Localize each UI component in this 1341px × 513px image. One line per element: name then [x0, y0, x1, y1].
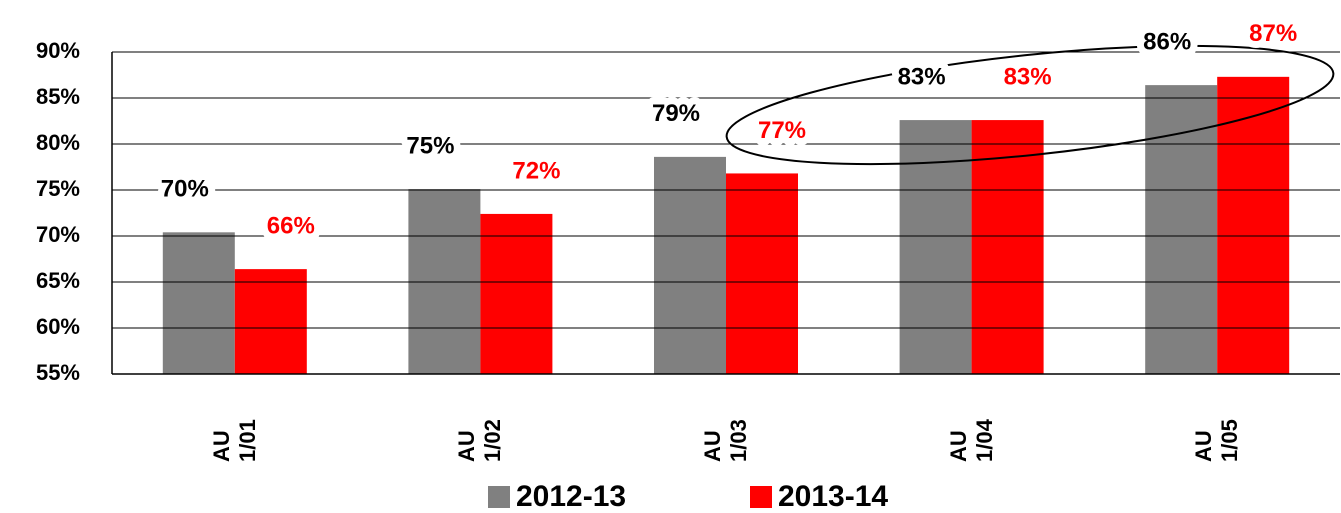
bar — [726, 173, 798, 374]
data-label: 70% — [161, 176, 209, 203]
bar — [899, 120, 972, 374]
bar — [654, 156, 726, 374]
data-label: 87% — [1249, 20, 1297, 47]
y-tick-label: 80% — [36, 130, 80, 155]
y-tick-label: 70% — [36, 222, 80, 247]
bar — [162, 232, 235, 374]
bar — [234, 269, 307, 374]
y-tick-label: 75% — [36, 176, 80, 201]
data-label: 83% — [1004, 63, 1052, 90]
x-tick-label: AU 1/01 — [208, 419, 260, 462]
y-tick-label: 85% — [36, 84, 80, 109]
data-label: 66% — [267, 212, 315, 239]
legend-label: 2013-14 — [778, 480, 888, 513]
data-label: 83% — [898, 63, 946, 90]
y-tick-label: 60% — [36, 314, 80, 339]
y-tick-label: 65% — [36, 268, 80, 293]
data-label: 72% — [512, 157, 560, 184]
data-label: 75% — [406, 132, 454, 159]
bar — [971, 120, 1044, 374]
data-label: 77% — [758, 117, 806, 144]
legend-label: 2012-13 — [516, 480, 626, 513]
data-label: 79% — [652, 100, 700, 127]
y-tick-label: 55% — [36, 360, 80, 385]
bar — [1217, 76, 1290, 374]
y-tick-label: 90% — [36, 38, 80, 63]
highlight-ellipse — [725, 44, 1335, 166]
legend-swatch — [488, 486, 510, 508]
data-label: 86% — [1143, 28, 1191, 55]
bar — [480, 213, 553, 374]
x-tick-label: AU 1/02 — [454, 419, 506, 462]
x-tick-label: AU 1/05 — [1191, 419, 1243, 462]
legend-swatch — [750, 486, 772, 508]
x-tick-label: AU 1/03 — [700, 419, 751, 462]
x-tick-label: AU 1/04 — [945, 419, 997, 462]
